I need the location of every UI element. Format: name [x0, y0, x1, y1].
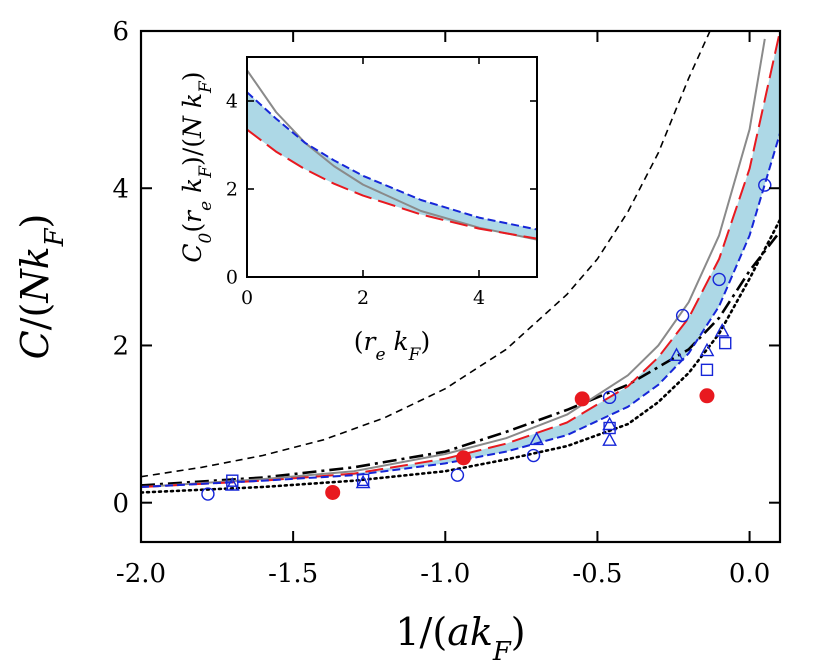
main-point-open-triangle	[224, 477, 240, 491]
main-y-tick-label: 6	[112, 17, 129, 47]
inset-y-tick-label: 0	[226, 267, 238, 289]
inset-x-tick-label: 0	[241, 287, 253, 309]
main-point-open-circle	[450, 468, 465, 482]
main-x-tick-label: 0.0	[729, 559, 770, 589]
main-point-open-triangle	[602, 416, 617, 431]
main-y-tick-label: 0	[112, 489, 129, 519]
main-y-tick-label: 2	[112, 332, 129, 362]
main-point-open-square	[226, 474, 239, 487]
main-x-axis-label: 1/(akF)	[395, 610, 525, 666]
inset-curve-dashed-blue	[247, 91, 537, 231]
main-point-open-triangle	[669, 347, 684, 361]
main-point-open-circle	[526, 448, 541, 463]
inset-shaded-band	[247, 92, 537, 239]
inset-plot: 0 2 4 0 2 4 (re kF) C0(re kF)/(N kF)	[178, 56, 538, 365]
main-point-open-triangle	[529, 431, 544, 446]
inset-x-tick-label: 4	[473, 287, 485, 309]
main-curve-dash-dot-black	[141, 230, 780, 487]
inset-y-tick-label: 4	[226, 91, 238, 113]
main-point-open-triangle	[355, 474, 371, 489]
main-x-tick-label: -1.5	[268, 559, 318, 589]
main-point-open-triangle	[602, 432, 617, 446]
main-point-open-circle	[602, 390, 617, 405]
inset-y-axis-label: C0(re kF)/(N kF)	[178, 71, 216, 262]
main-point-filled-circle	[325, 484, 341, 500]
inset-x-tick-label: 2	[357, 287, 369, 309]
main-curve-long-dashed-red	[141, 31, 780, 488]
main-point-filled-circle	[699, 388, 715, 404]
inset-y-tick-label: 2	[226, 179, 238, 201]
inset-x-axis-label: (re kF)	[354, 327, 430, 365]
main-curve-solid-gray	[141, 38, 766, 488]
inset-background	[247, 57, 537, 277]
main-x-tick-label: -1.0	[420, 559, 470, 589]
main-point-open-circle	[201, 487, 215, 501]
inset-curve-solid-gray	[247, 69, 537, 241]
main-plot-area	[141, 31, 780, 501]
inset-frame	[246, 56, 538, 278]
main-frame	[139, 29, 782, 544]
main-point-open-square	[700, 363, 714, 377]
main-curve-short-dashed-black	[141, 31, 711, 478]
main-y-tick-label: 4	[112, 174, 129, 204]
main-point-open-triangle	[714, 323, 730, 337]
main-point-open-circle	[712, 272, 726, 287]
main-y-axis-label: C/(NkF)	[13, 214, 70, 360]
inset-curve-long-dashed-red	[247, 128, 537, 240]
main-x-tick-label: -2.0	[116, 559, 166, 589]
main-x-tick-label: -0.5	[572, 559, 622, 589]
main-curve-dotted-black	[141, 218, 780, 494]
main-point-open-circle	[675, 308, 690, 323]
main-point-open-circle	[758, 178, 772, 192]
main-point-open-triangle	[699, 342, 715, 357]
inset-plot-area	[247, 69, 537, 241]
main-point-filled-circle	[456, 450, 472, 466]
main-point-filled-circle	[574, 391, 590, 407]
main-curve-dashed-blue	[141, 132, 780, 488]
main-point-open-square	[719, 336, 732, 350]
main-point-open-square	[356, 473, 370, 487]
